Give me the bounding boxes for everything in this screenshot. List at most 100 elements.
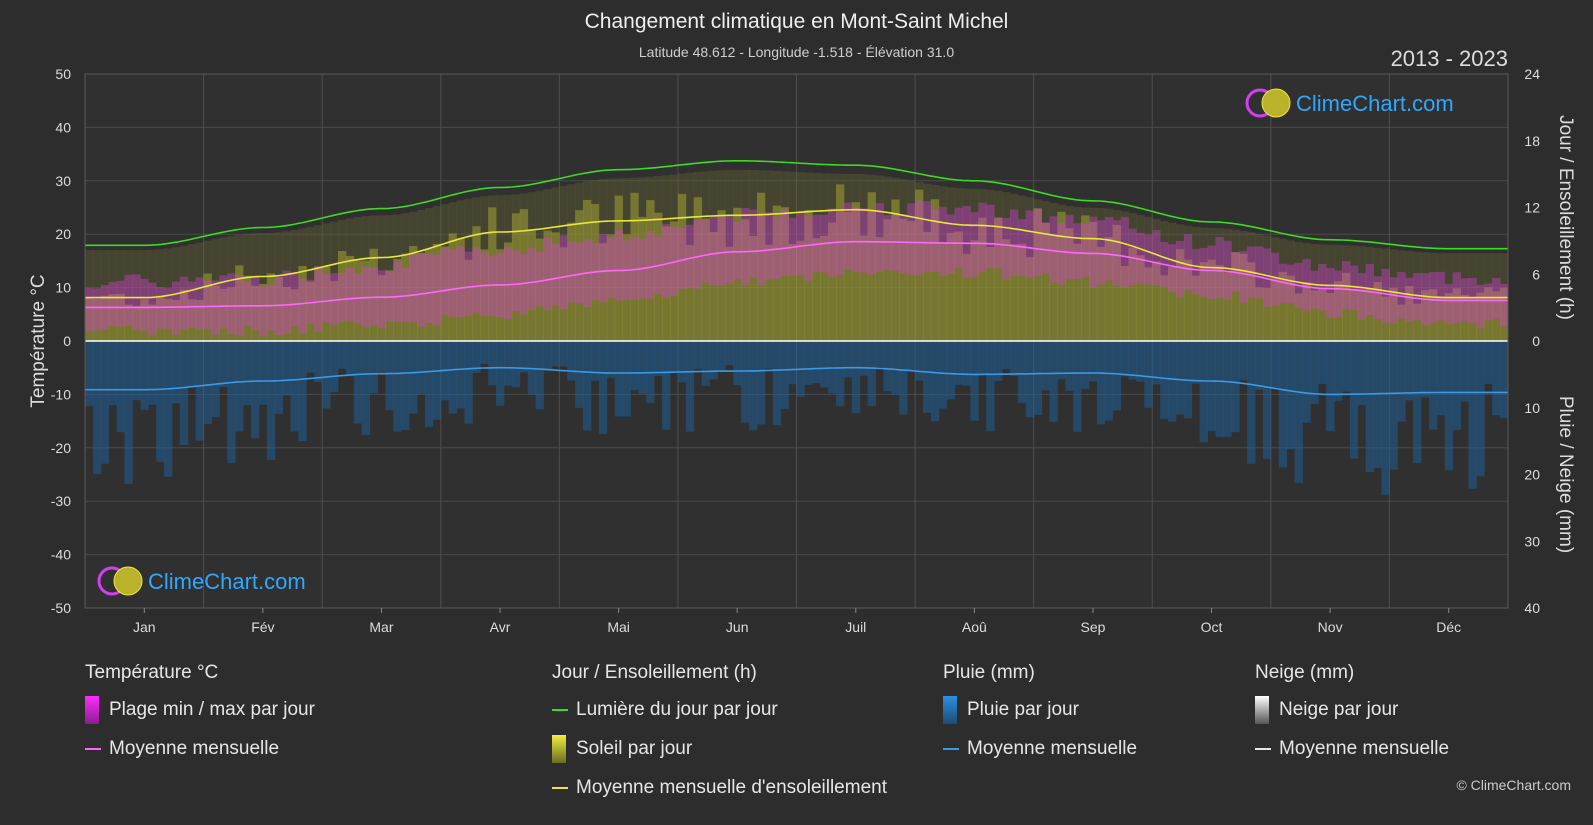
left-tick-label: -10 xyxy=(51,386,71,402)
temp-range-bar xyxy=(1349,265,1359,311)
rain-bar xyxy=(227,341,236,463)
rain-bar xyxy=(756,341,766,425)
legend-heading-snow: Neige (mm) xyxy=(1255,662,1355,683)
temp-range-bar xyxy=(1500,283,1508,327)
temp-range-bar xyxy=(235,274,244,336)
legend-item-sunshine: Soleil par jour xyxy=(552,735,887,763)
sunshine-bar xyxy=(701,218,710,341)
rain-bar xyxy=(709,341,718,380)
sunshine-bar xyxy=(875,237,884,341)
temp-range-bar xyxy=(1199,247,1208,297)
plot-layer xyxy=(85,160,1508,495)
rain-bar xyxy=(409,341,418,414)
rain-bar xyxy=(92,341,102,475)
rain-bar xyxy=(417,341,426,395)
rain-bar xyxy=(1500,341,1508,419)
sunshine-bar xyxy=(187,299,197,341)
sunshine-bar xyxy=(1057,211,1066,341)
temp-range-bar xyxy=(725,216,734,284)
rain-bar xyxy=(1326,341,1335,432)
rain-bar xyxy=(1065,341,1074,391)
sunshine-bar xyxy=(851,202,861,341)
rain-bar xyxy=(164,341,173,477)
temp-range-bar xyxy=(543,237,552,311)
right-tick-label-mm: 10 xyxy=(1524,400,1540,416)
rain-bar xyxy=(1009,341,1019,377)
temp-range-bar xyxy=(899,215,908,274)
rain-bar xyxy=(1262,341,1272,460)
sunshine-bar xyxy=(772,205,782,341)
legend-label: Neige par jour xyxy=(1279,699,1399,720)
x-tick-label: Juil xyxy=(845,619,866,635)
sunshine-bar xyxy=(812,238,821,341)
temp-range-bar xyxy=(1081,223,1090,277)
sunshine-bar xyxy=(1120,265,1129,341)
rain-bar xyxy=(780,341,789,409)
sunshine-bar xyxy=(314,266,323,341)
temp-range-bar xyxy=(503,246,513,320)
temp-range-bar xyxy=(306,279,315,324)
temp-range-bar xyxy=(369,267,378,326)
sunshine-bar xyxy=(1144,267,1153,341)
temp-range-bar xyxy=(440,247,450,315)
climate-chart: 50 40 30 20 10 0 -10 -20 -30 -40 -50 24 18 12 6 0 10 20 30… xyxy=(28,66,1576,635)
rain-bar xyxy=(590,341,600,381)
rain-bar xyxy=(1081,341,1090,389)
sunshine-bar xyxy=(195,300,204,341)
sunshine-bar xyxy=(741,219,750,341)
daylight-bar xyxy=(92,250,102,341)
temp-range-bar xyxy=(875,202,884,273)
rain-bar xyxy=(85,341,94,407)
temp-range-bar xyxy=(282,270,291,334)
rain-bar xyxy=(251,341,260,439)
legend-item-snow-mean: Moyenne mensuelle xyxy=(1255,735,1449,763)
sunshine-bar xyxy=(116,293,125,341)
rain-bar xyxy=(575,341,584,408)
sunshine-bar xyxy=(1255,287,1264,341)
daylight-bar xyxy=(156,249,165,341)
sunshine-bar xyxy=(994,217,1003,341)
temp-range-bar xyxy=(92,288,102,331)
sunshine-bar xyxy=(361,260,370,341)
legend-label: Moyenne mensuelle xyxy=(1279,738,1450,759)
sunshine-bar xyxy=(749,235,758,341)
sunshine-bar xyxy=(1278,271,1288,341)
sunshine-bar xyxy=(630,192,639,341)
legend-label: Moyenne mensuelle xyxy=(109,738,280,759)
temp-range-bar xyxy=(749,209,758,278)
temp-range-bar xyxy=(148,282,157,336)
rain-bar xyxy=(330,341,339,393)
right-tick-label-hours: 6 xyxy=(1532,266,1540,282)
sunshine-bar xyxy=(1428,289,1438,341)
sunshine-bar xyxy=(1136,255,1145,341)
rain-bar xyxy=(1073,341,1082,432)
rain-bar xyxy=(496,341,505,406)
temp-range-bar xyxy=(1136,232,1145,285)
temp-range-bar xyxy=(1405,277,1414,322)
rain-bar xyxy=(1128,341,1137,380)
temp-range-bar xyxy=(251,275,260,331)
rain-bar xyxy=(954,341,963,385)
temp-range-bar xyxy=(717,216,726,286)
temp-range-bar xyxy=(938,206,948,276)
x-tick-label: Oct xyxy=(1201,619,1223,635)
rain-bar xyxy=(907,341,916,371)
legend-label: Moyenne mensuelle d'ensoleillement xyxy=(576,777,887,798)
temp-range-bar xyxy=(314,266,323,332)
sunshine-bar xyxy=(274,276,284,341)
rain-bar xyxy=(567,341,576,381)
rain-bar xyxy=(488,341,497,386)
rain-bar xyxy=(235,341,244,432)
temp-range-bar xyxy=(1041,222,1050,274)
sunshine-bar xyxy=(211,285,220,341)
rain-bar xyxy=(543,341,552,371)
left-tick-label: 0 xyxy=(63,333,71,349)
rain-bar xyxy=(749,341,758,431)
temp-range-bar xyxy=(1120,216,1129,288)
rain-bar xyxy=(1247,341,1256,464)
sunshine-bar xyxy=(369,248,378,341)
legend-heading-rain: Pluie (mm) xyxy=(943,662,1035,683)
rain-bar xyxy=(298,341,307,442)
rain-bar xyxy=(480,341,489,364)
sunshine-bar xyxy=(930,199,940,341)
